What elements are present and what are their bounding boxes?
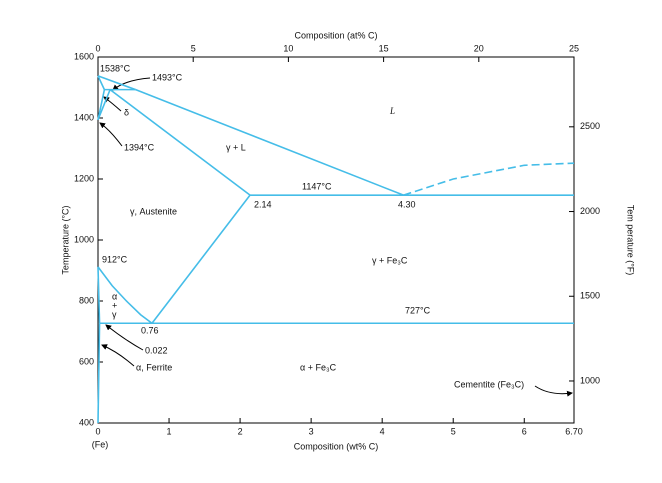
annotation: α, Ferrite [136, 362, 172, 372]
x2-tick-label: 15 [379, 43, 389, 53]
x-tick-label: 6 [522, 426, 527, 436]
arrow [101, 344, 135, 367]
phase-boundary [97, 75, 136, 91]
origin-label: (Fe) [92, 439, 109, 449]
arrow [103, 96, 122, 112]
annotation: γ [112, 309, 117, 319]
arrow [112, 77, 151, 91]
x2-tick-label: 20 [474, 43, 484, 53]
annotation: α [112, 291, 117, 301]
annotation: α + Fe₃C [300, 362, 337, 372]
arrow [99, 122, 123, 147]
y2-tick-label: 1500 [580, 291, 600, 301]
x2-tick-label: 25 [569, 43, 579, 53]
annotation: γ + L [226, 142, 246, 152]
y-tick-label: 1600 [74, 51, 94, 61]
annotation: 0.022 [145, 345, 168, 355]
right-axis-title: Tem perature (°F) [626, 205, 636, 276]
y-tick-label: 600 [79, 356, 94, 366]
annotation: + [112, 300, 117, 310]
annotation: 727°C [405, 305, 431, 315]
annotation: 4.30 [398, 199, 416, 209]
x-tick-label: 6.70 [565, 426, 583, 436]
y2-tick-label: 2500 [580, 121, 600, 131]
phase-boundary [403, 162, 575, 196]
y-tick-label: 1400 [74, 112, 94, 122]
annotation: δ [124, 107, 129, 117]
x-tick-label: 0 [95, 426, 100, 436]
annotation: 2.14 [254, 199, 272, 209]
phase-boundary [97, 266, 101, 324]
x-tick-label: 5 [451, 426, 456, 436]
annotation: γ + Fe₃C [372, 255, 408, 265]
arrow [105, 324, 144, 351]
left-axis-title: Temperature (°C) [60, 205, 70, 274]
annotation: 1394°C [124, 142, 155, 152]
annotation: 912°C [102, 254, 128, 264]
y-tick-label: 800 [79, 295, 94, 305]
phase-boundary [109, 88, 251, 196]
arrows [99, 77, 573, 397]
bottom-axis-title: Composition (wt% C) [294, 441, 379, 451]
phase-boundary [135, 88, 404, 196]
x-tick-label: 4 [380, 426, 385, 436]
phase-boundary [151, 194, 251, 324]
y-tick-label: 1000 [74, 234, 94, 244]
x2-tick-label: 0 [95, 43, 100, 53]
x-tick-label: 2 [238, 426, 243, 436]
annotation: 1147°C [302, 181, 332, 191]
phase-boundary [97, 89, 111, 121]
x2-tick-label: 5 [191, 43, 196, 53]
annotation: 1538°C [100, 63, 131, 73]
annotation: L [389, 106, 395, 116]
annotation: Cementite (Fe₃C) [454, 379, 524, 389]
y-tick-label: 1200 [74, 173, 94, 183]
phase-boundary [97, 266, 153, 324]
y2-tick-label: 1000 [580, 375, 600, 385]
annotation: γ, Austenite [130, 206, 177, 216]
top-axis-title: Composition (at% C) [294, 30, 377, 40]
phase-boundary [97, 89, 106, 120]
arrow [534, 385, 573, 397]
phase-boundary [97, 75, 106, 90]
annotation: 0.76 [141, 325, 159, 335]
phase-boundary [97, 323, 101, 424]
x-tick-label: 1 [167, 426, 172, 436]
x2-tick-label: 10 [283, 43, 293, 53]
x-tick-label: 3 [309, 426, 314, 436]
annotation: 1493°C [152, 72, 183, 82]
y-tick-label: 400 [79, 417, 94, 427]
y2-tick-label: 2000 [580, 206, 600, 216]
